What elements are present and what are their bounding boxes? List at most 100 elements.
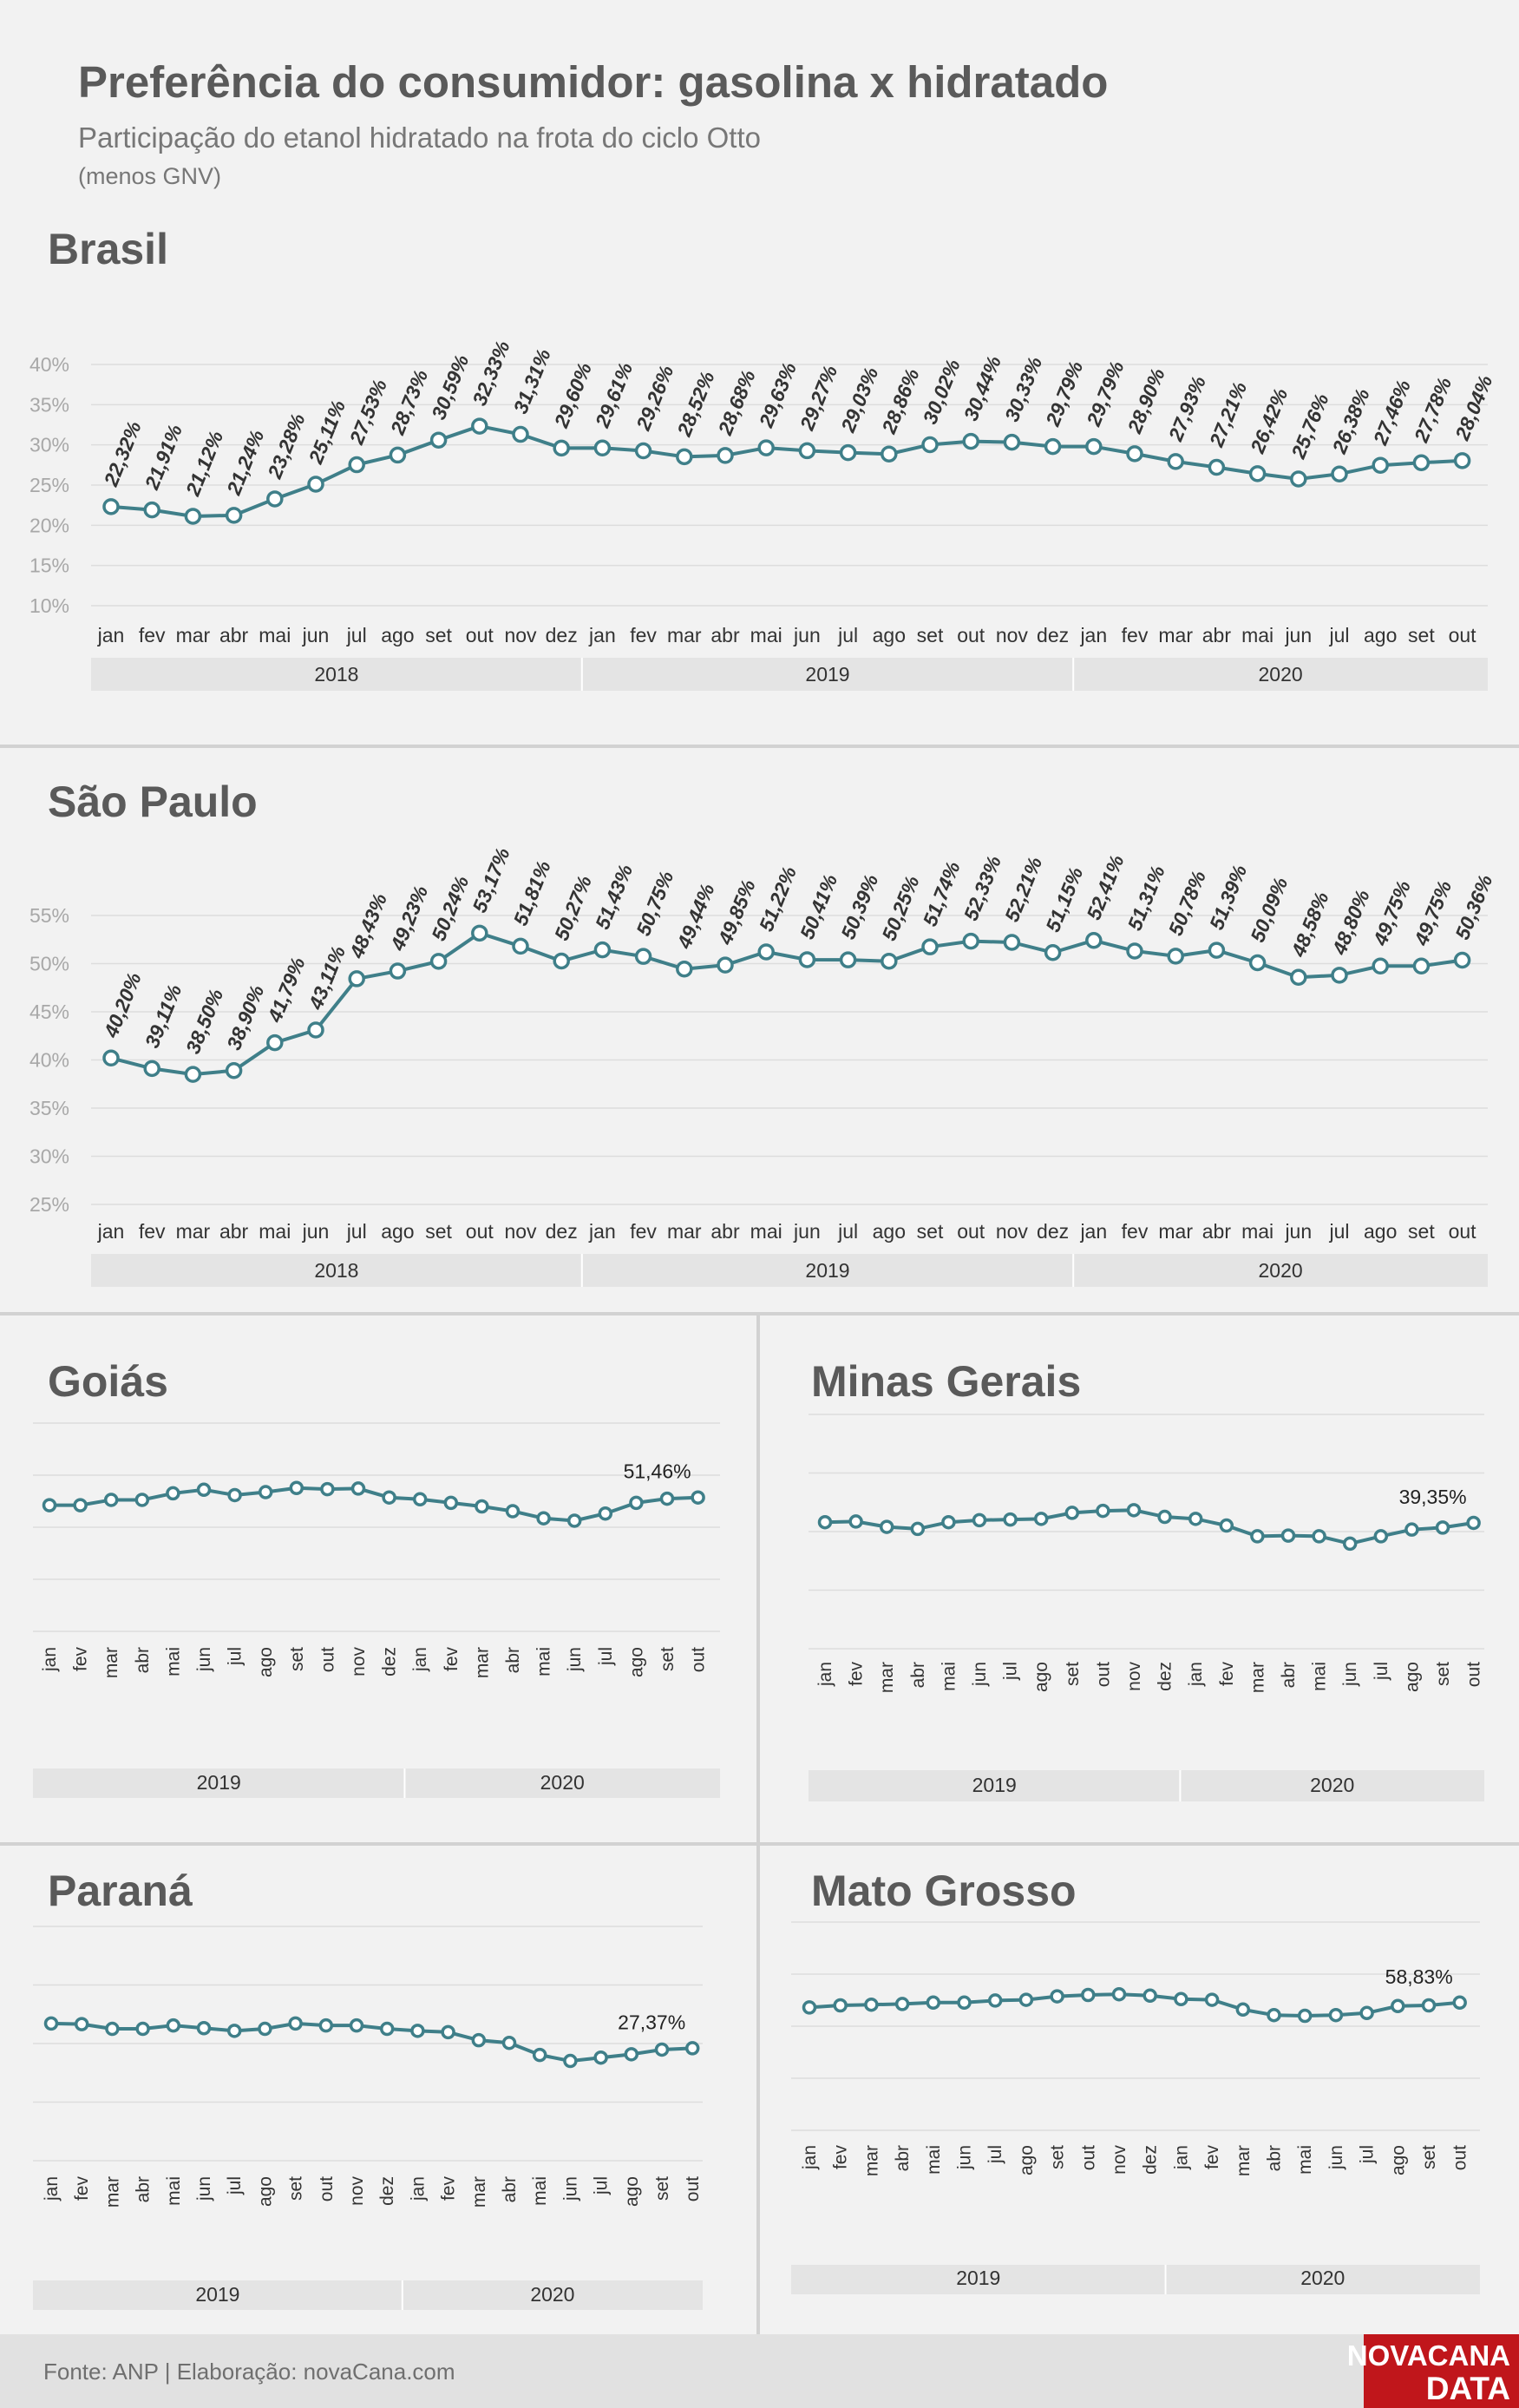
data-label: 27,78% xyxy=(1410,374,1457,446)
data-point xyxy=(103,1493,119,1507)
data-point xyxy=(757,943,775,961)
x-tick-label: set xyxy=(1408,1220,1435,1243)
x-tick-label: jan xyxy=(1079,624,1107,646)
data-label: 48,80% xyxy=(1327,887,1374,959)
x-tick-label: jan xyxy=(588,624,616,646)
section-divider xyxy=(0,1842,1519,1846)
x-tick-label: abr xyxy=(1202,1220,1232,1243)
data-point xyxy=(266,490,284,508)
x-tick-label: set xyxy=(652,2176,672,2201)
series-line xyxy=(809,1992,1460,2018)
data-point xyxy=(1003,1512,1018,1527)
data-point xyxy=(1188,1512,1203,1526)
data-point xyxy=(881,952,898,970)
y-tick-label: 20% xyxy=(29,514,69,536)
data-point xyxy=(921,938,939,955)
x-tick-label: mar xyxy=(1158,1220,1193,1243)
chart-title-parana: Paraná xyxy=(48,1867,193,1915)
year-label: 2019 xyxy=(197,1771,241,1794)
x-tick-label: mar xyxy=(472,1647,492,1678)
y-tick-label: 35% xyxy=(29,393,69,416)
x-tick-label: dez xyxy=(377,2176,397,2206)
data-point xyxy=(74,2017,89,2031)
x-tick-label: jan xyxy=(800,2145,820,2170)
x-tick-label: set xyxy=(917,1220,944,1243)
x-tick-label: mai xyxy=(259,1220,291,1243)
line-chart-goias: 51,46%jan fev mar abr mai jun jul ago set out nov d… xyxy=(33,1422,720,1798)
x-tick-label: nov xyxy=(1110,2145,1129,2175)
data-label: 48,43% xyxy=(344,890,391,962)
x-tick-label: ago xyxy=(1017,2145,1037,2175)
x-tick-label: abr xyxy=(500,2176,520,2202)
data-point xyxy=(166,2018,181,2033)
data-point xyxy=(105,2021,120,2037)
data-point xyxy=(505,1504,521,1519)
data-point xyxy=(1081,1987,1096,2003)
data-label: 51,22% xyxy=(755,863,801,935)
data-point xyxy=(1290,968,1307,987)
year-label: 2018 xyxy=(314,1259,358,1282)
data-label: 51,43% xyxy=(591,861,637,932)
y-tick-label: 55% xyxy=(29,904,69,927)
chart-title-sao-paulo: São Paulo xyxy=(48,778,258,826)
x-tick-label: mai xyxy=(163,1647,183,1676)
chart-title-mato-grosso: Mato Grosso xyxy=(811,1867,1077,1915)
data-label: 23,28% xyxy=(263,410,310,482)
data-point xyxy=(598,1506,613,1521)
y-tick-label: 25% xyxy=(29,474,69,496)
data-label: 21,91% xyxy=(140,421,187,493)
x-tick-label: jun xyxy=(302,1220,330,1243)
data-point xyxy=(42,1498,57,1512)
data-label: 50,09% xyxy=(1246,874,1292,945)
x-tick-label: jun xyxy=(793,624,821,646)
data-point xyxy=(379,2021,395,2037)
data-point xyxy=(1085,437,1103,456)
x-tick-label: abr xyxy=(133,1647,153,1673)
chart-title-brasil: Brasil xyxy=(48,225,168,273)
data-point xyxy=(1126,942,1143,960)
data-point xyxy=(1143,1988,1157,2004)
data-point xyxy=(1204,1992,1220,2007)
data-point xyxy=(1453,951,1471,969)
data-point xyxy=(1421,1998,1437,2013)
x-tick-label: jul xyxy=(1328,624,1349,646)
y-tick-label: 15% xyxy=(29,554,69,577)
data-label: 50,41% xyxy=(796,871,841,942)
data-point xyxy=(1126,445,1143,463)
x-tick-label: set xyxy=(917,624,944,646)
data-point xyxy=(593,439,612,457)
data-point xyxy=(972,1512,987,1528)
data-label: 39,11% xyxy=(141,981,187,1051)
data-point xyxy=(102,498,120,515)
data-point xyxy=(676,448,693,466)
data-point xyxy=(802,2000,817,2015)
year-band xyxy=(33,2280,703,2310)
data-point xyxy=(629,1495,644,1511)
data-point xyxy=(532,2047,547,2063)
data-label: 51,31% xyxy=(1123,863,1169,934)
x-tick-label: dez xyxy=(546,1220,578,1243)
x-tick-label: abr xyxy=(893,2145,913,2171)
x-tick-label: jun xyxy=(194,2176,214,2201)
data-point xyxy=(441,2024,455,2040)
x-tick-label: dez xyxy=(1156,1662,1175,1691)
data-point xyxy=(1219,1518,1234,1533)
data-label: 28,68% xyxy=(713,367,760,439)
x-tick-label: abr xyxy=(1202,624,1232,646)
data-point xyxy=(881,445,898,463)
data-label: 31,31% xyxy=(509,345,555,417)
x-tick-label: out xyxy=(1449,1220,1477,1243)
year-label: 2020 xyxy=(1300,2267,1345,2289)
data-point xyxy=(143,1060,160,1078)
data-label: 29,60% xyxy=(549,359,596,431)
x-tick-label: mar xyxy=(176,624,211,646)
x-tick-label: mai xyxy=(750,624,782,646)
y-tick-label: 30% xyxy=(29,434,69,456)
x-tick-label: out xyxy=(317,2176,337,2201)
year-label: 2020 xyxy=(1259,663,1303,686)
x-tick-label: fev xyxy=(72,2176,92,2201)
data-label: 28,73% xyxy=(386,366,433,438)
x-tick-label: mai xyxy=(1241,1220,1273,1243)
data-point xyxy=(266,1033,284,1052)
data-label: 30,02% xyxy=(919,356,965,427)
